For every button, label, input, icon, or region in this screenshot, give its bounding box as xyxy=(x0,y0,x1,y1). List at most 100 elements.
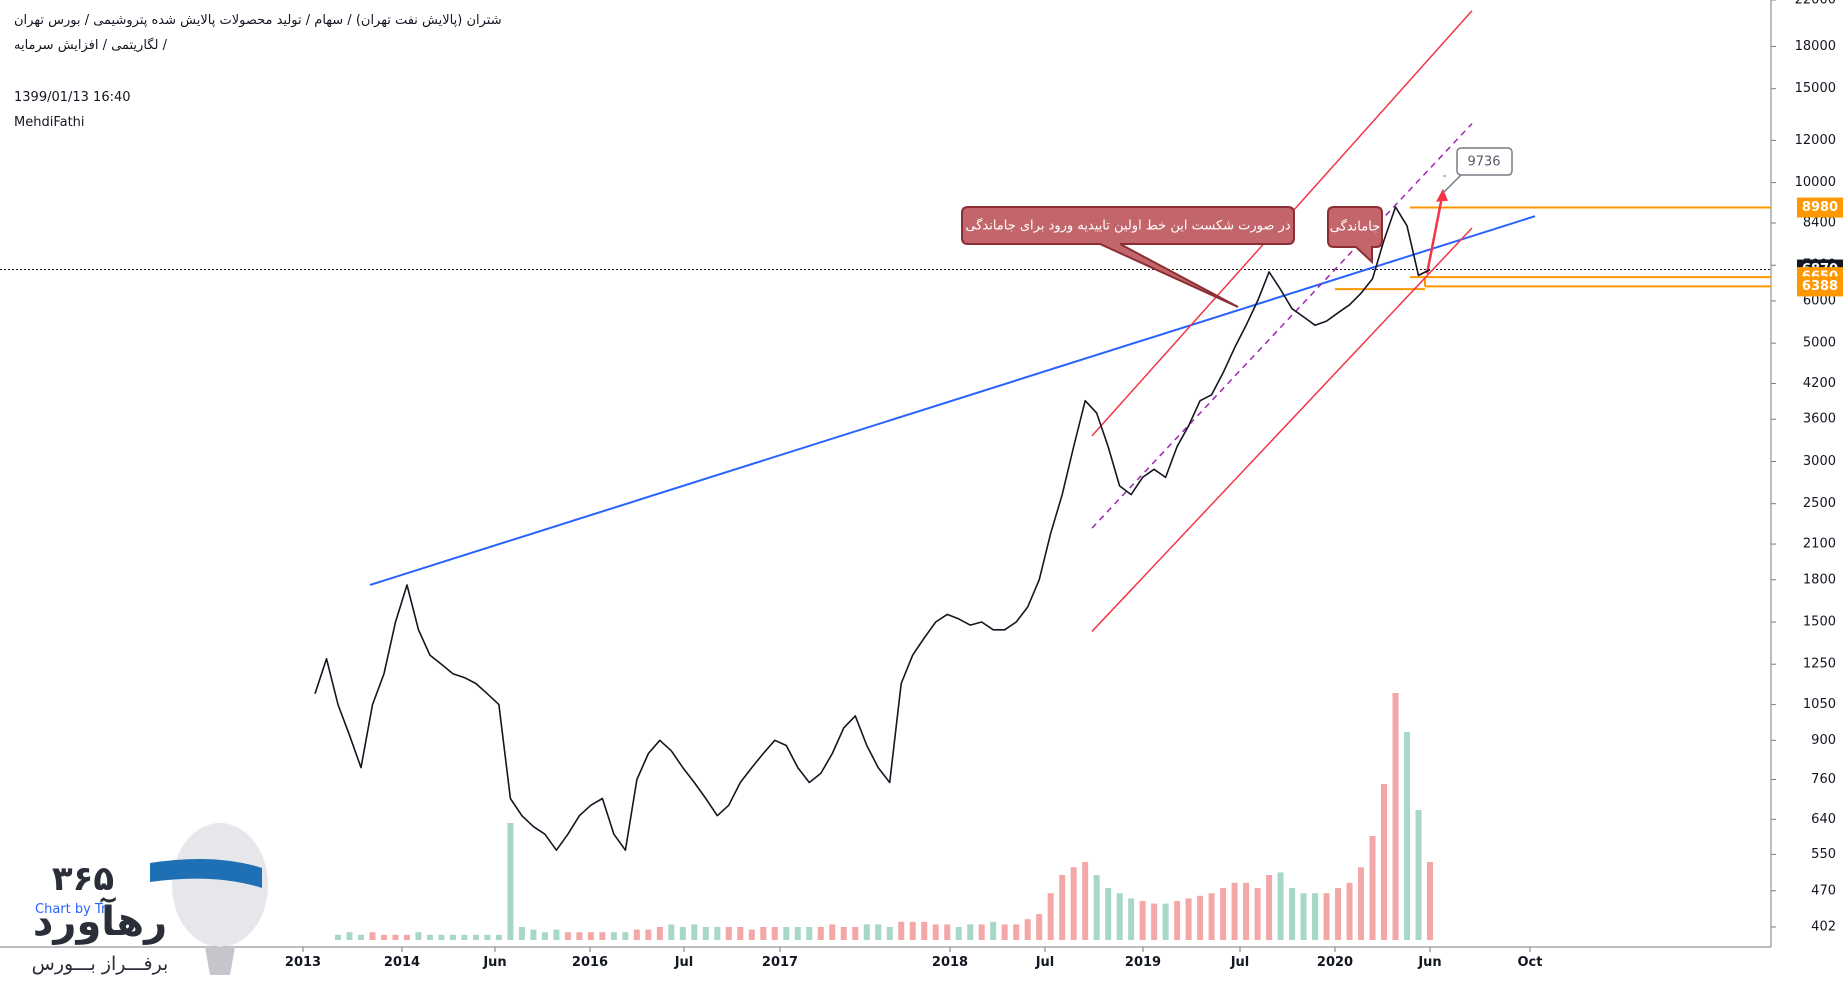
symbol-subtitle: لگاریتمی / افزایش سرمایه / xyxy=(14,38,167,53)
x-tick-label: 2017 xyxy=(762,955,798,970)
logo-name: رهآورد xyxy=(33,896,167,945)
volume-bar xyxy=(1381,784,1388,940)
volume-bars xyxy=(334,693,1433,940)
logo-digits: ۳۶۵ xyxy=(52,859,114,899)
volume-bar xyxy=(369,932,376,940)
idea-author: MehdiFathi xyxy=(14,115,85,130)
volume-bar xyxy=(806,927,813,940)
volume-bar xyxy=(1151,903,1158,940)
volume-bar xyxy=(1243,882,1250,940)
volume-bar xyxy=(484,934,491,940)
volume-bar xyxy=(346,932,353,940)
volume-bar xyxy=(1024,919,1031,940)
target-callout-text: 9736 xyxy=(1467,155,1500,170)
volume-bar xyxy=(1082,862,1089,940)
volume-bar xyxy=(541,932,548,940)
volume-bar xyxy=(1254,888,1261,940)
volume-bar xyxy=(783,927,790,940)
volume-bar xyxy=(564,932,571,940)
volume-bar xyxy=(817,927,824,940)
volume-bar xyxy=(656,927,663,940)
volume-bar xyxy=(1323,893,1330,940)
callout-main[interactable]: در صورت شکست این خط اولین تاییدیه ورود ب… xyxy=(961,206,1295,308)
volume-bar xyxy=(1220,888,1227,940)
price-tag-label: 6388 xyxy=(1802,279,1838,294)
volume-bar xyxy=(886,927,893,940)
volume-bar xyxy=(1197,895,1204,940)
volume-bar xyxy=(714,927,721,940)
target-arrow xyxy=(1425,191,1445,274)
volume-bar xyxy=(840,927,847,940)
volume-bar xyxy=(702,927,709,940)
volume-bar xyxy=(576,932,583,940)
volume-bar xyxy=(1116,893,1123,940)
volume-bar xyxy=(610,932,617,940)
volume-bar xyxy=(622,932,629,940)
y-tick-label: 1800 xyxy=(1803,572,1836,587)
volume-bar xyxy=(944,924,951,940)
volume-bar xyxy=(357,934,364,940)
price-tag-box xyxy=(1797,276,1843,297)
x-tick-label: 2019 xyxy=(1125,955,1161,970)
x-tick-label: Jul xyxy=(674,955,694,970)
volume-bar xyxy=(1059,875,1066,940)
logo-balloon-icon xyxy=(172,823,268,947)
logo-basket-icon xyxy=(205,947,235,975)
idea-datetime: 1399/01/13 16:40 xyxy=(14,90,131,105)
y-tick-label: 1250 xyxy=(1803,657,1836,672)
volume-bar xyxy=(415,932,422,940)
price-series xyxy=(314,206,1431,851)
channel-midline xyxy=(1091,123,1473,529)
y-tick-label: 550 xyxy=(1811,847,1836,862)
x-tick-label: 2018 xyxy=(932,955,968,970)
y-tick-label: 640 xyxy=(1811,812,1836,827)
price-axis: 2200018000150001200010000840070006000500… xyxy=(1771,0,1836,934)
callout-small[interactable]: جاماندگی xyxy=(1327,206,1383,265)
logo: ۳۶۵ رهآورد برفـــراز بـــورس Chart by Tr xyxy=(32,823,268,975)
volume-bar xyxy=(1139,901,1146,940)
price-tag-label: 8980 xyxy=(1802,200,1838,215)
volume-bar xyxy=(1404,732,1411,940)
callout-small-text: جاماندگی xyxy=(1330,219,1380,235)
volume-bar xyxy=(1335,888,1342,940)
volume-bar xyxy=(380,934,387,940)
y-tick-label: 8400 xyxy=(1803,215,1836,230)
volume-bar xyxy=(1312,893,1319,940)
y-tick-label: 2100 xyxy=(1803,537,1836,552)
volume-bar xyxy=(518,927,525,940)
volume-bar xyxy=(1266,875,1273,940)
target-callout-box xyxy=(1456,147,1513,176)
volume-bar xyxy=(967,924,974,940)
volume-bar xyxy=(495,934,502,940)
y-tick-label: 18000 xyxy=(1795,39,1836,54)
volume-bar xyxy=(978,924,985,940)
callout-main-box xyxy=(961,206,1295,308)
x-tick-label: 2013 xyxy=(285,955,321,970)
logo-tagline: برفـــراز بـــورس xyxy=(32,953,169,975)
volume-bar xyxy=(1369,836,1376,940)
x-tick-label: 2014 xyxy=(384,955,420,970)
y-tick-label: 5000 xyxy=(1803,336,1836,351)
volume-bar xyxy=(1392,693,1399,940)
y-tick-label: 1050 xyxy=(1803,697,1836,712)
target-callout[interactable]: 9736 xyxy=(1442,147,1513,194)
volume-bar xyxy=(1162,903,1169,940)
y-tick-label: 22000 xyxy=(1795,0,1836,8)
volume-bar xyxy=(898,921,905,940)
volume-bar xyxy=(1415,810,1422,940)
y-tick-label: 15000 xyxy=(1795,81,1836,96)
volume-bar xyxy=(449,934,456,940)
target-arrowhead xyxy=(1436,188,1448,202)
callout-small-box xyxy=(1327,206,1383,265)
volume-bar xyxy=(1208,893,1215,940)
volume-bar xyxy=(748,929,755,940)
volume-bar xyxy=(829,924,836,940)
volume-bar xyxy=(472,934,479,940)
volume-bar xyxy=(909,921,916,940)
volume-bar xyxy=(1289,888,1296,940)
volume-bar xyxy=(426,934,433,940)
chart-watermark: Chart by Tr xyxy=(35,902,107,917)
volume-bar xyxy=(1001,924,1008,940)
